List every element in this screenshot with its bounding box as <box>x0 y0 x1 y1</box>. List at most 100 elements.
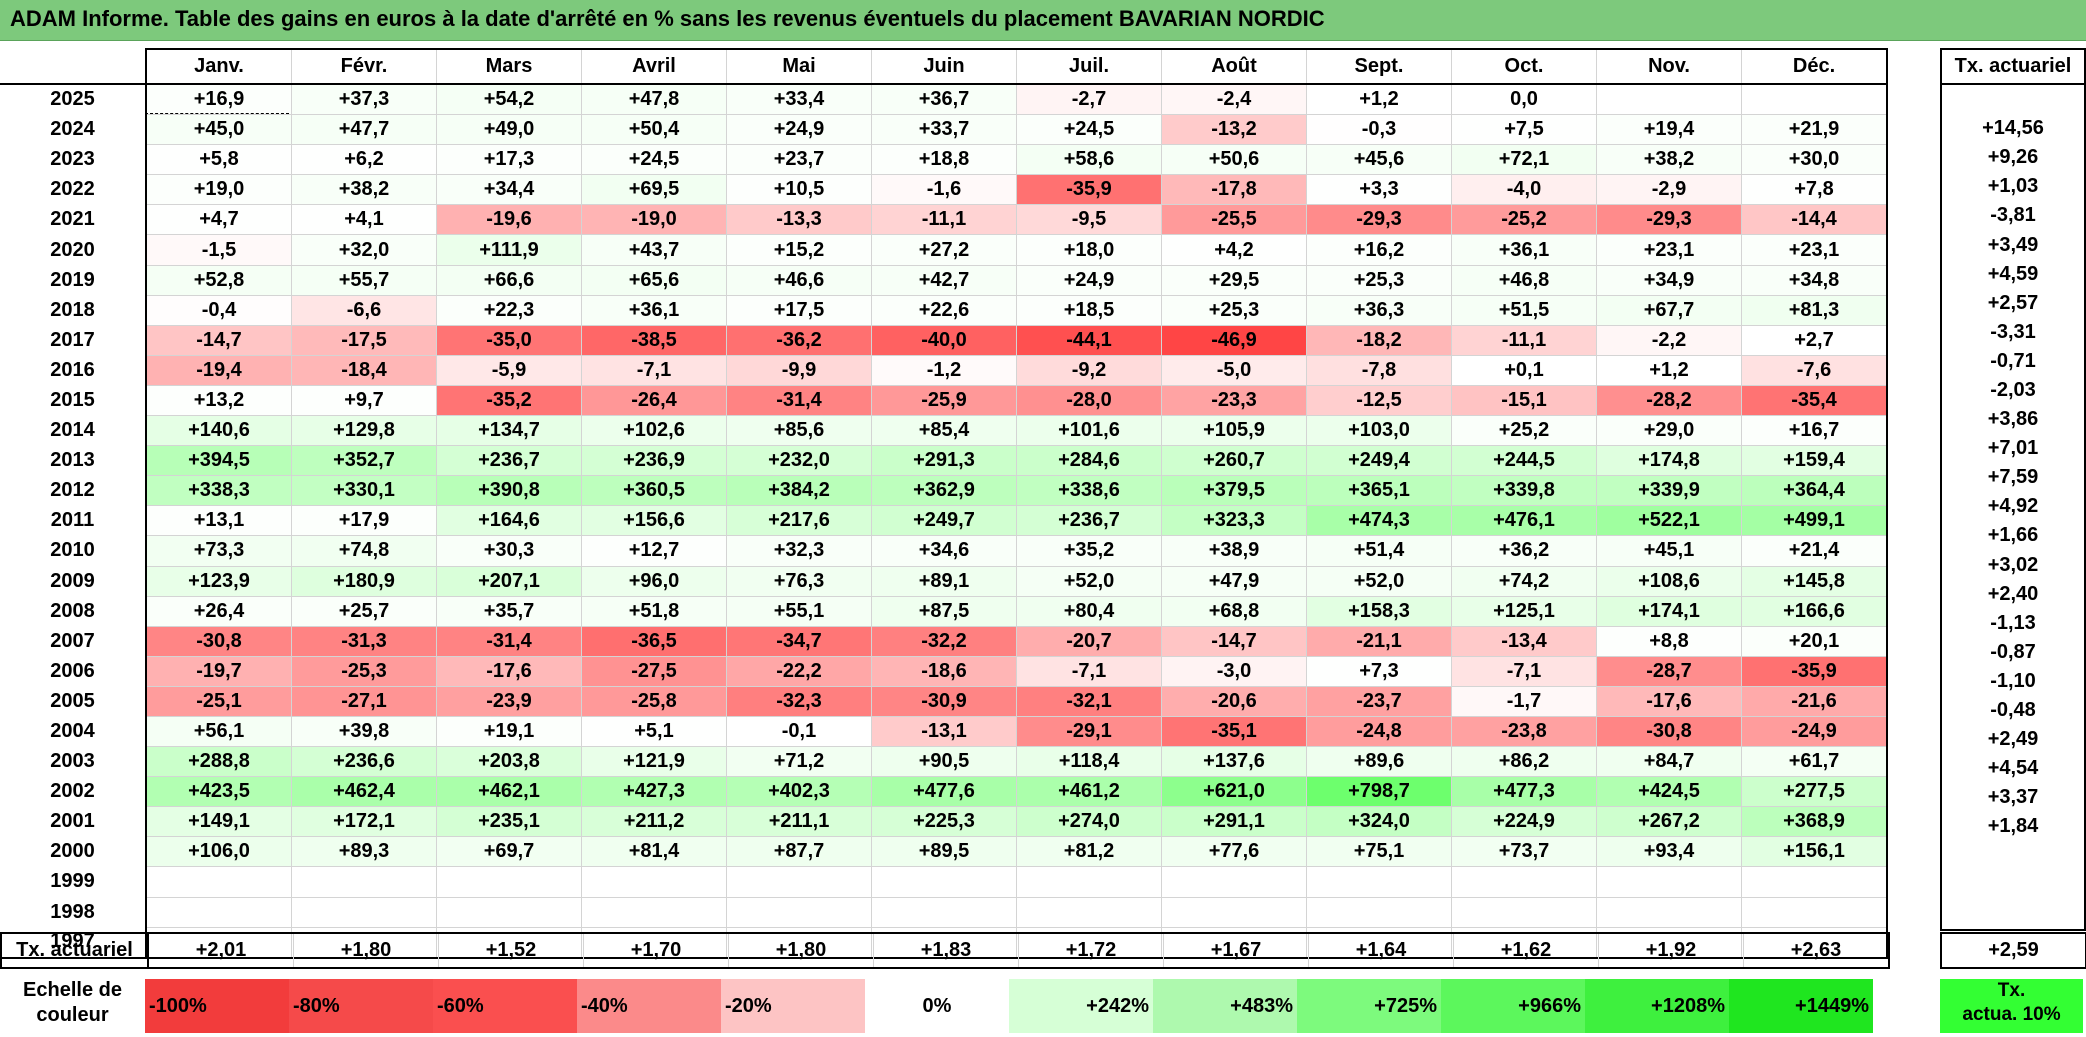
month-header: Mai <box>726 48 872 85</box>
annual-rate-cell <box>1940 841 2086 871</box>
annual-rate-cell: +3,02 <box>1940 550 2086 580</box>
gain-cell: -23,7 <box>1306 686 1452 717</box>
color-scale-swatch: -40% <box>577 979 721 1033</box>
gain-cell: -35,4 <box>1741 385 1888 417</box>
gain-cell: -6,6 <box>291 295 437 326</box>
gain-cell: +338,3 <box>146 475 292 507</box>
gain-cell: +360,5 <box>581 475 727 507</box>
gain-cell: +123,9 <box>146 566 292 597</box>
annual-rate-cell: -2,03 <box>1940 375 2086 406</box>
annual-rate-cell: +1,66 <box>1940 521 2086 551</box>
gain-cell: -7,6 <box>1741 355 1888 386</box>
year-label: 2001 <box>0 806 147 837</box>
gain-cell: +798,7 <box>1306 776 1452 808</box>
gain-cell: +7,5 <box>1451 114 1597 146</box>
gain-cell: +164,6 <box>436 505 582 537</box>
month-header: Mars <box>436 48 582 85</box>
gain-cell: +13,1 <box>146 505 292 537</box>
gain-cell: -26,4 <box>581 385 727 417</box>
gain-cell: +15,2 <box>726 234 872 266</box>
gain-cell: +260,7 <box>1161 445 1307 477</box>
year-label: 2007 <box>0 626 147 657</box>
year-label: 1999 <box>0 866 147 898</box>
gain-cell: +55,7 <box>291 265 437 296</box>
color-scale-swatch: +725% <box>1297 979 1441 1033</box>
gain-cell: +19,4 <box>1596 114 1742 146</box>
annual-rate-cell: -3,81 <box>1940 201 2086 231</box>
gain-cell: +21,4 <box>1741 535 1888 567</box>
gain-cell: +12,7 <box>581 535 727 567</box>
gain-cell: +42,7 <box>871 265 1017 296</box>
month-header: Juil. <box>1016 48 1162 85</box>
gain-cell: +7,8 <box>1741 174 1888 206</box>
monthly-rate-cell: +1,67 <box>1163 932 1309 969</box>
gain-cell: +35,2 <box>1016 535 1162 567</box>
gain-cell <box>1016 866 1162 898</box>
gain-cell: -13,3 <box>726 204 872 236</box>
gain-cell: -18,4 <box>291 355 437 386</box>
gain-cell: +424,5 <box>1596 776 1742 808</box>
gain-cell: -1,5 <box>146 234 292 266</box>
gain-cell: +621,0 <box>1161 776 1307 808</box>
gain-cell: -35,0 <box>436 325 582 356</box>
color-scale-swatch: +242% <box>1009 979 1153 1033</box>
gain-cell: -35,9 <box>1016 174 1162 206</box>
gain-cell: +56,1 <box>146 716 292 748</box>
gain-cell: +33,7 <box>871 114 1017 146</box>
gain-cell: +36,1 <box>581 295 727 326</box>
year-label: 2012 <box>0 475 147 506</box>
gain-cell: +32,3 <box>726 535 872 567</box>
gain-cell: +96,0 <box>581 566 727 597</box>
gain-cell: +55,1 <box>726 596 872 627</box>
gain-cell: -7,1 <box>581 355 727 386</box>
gain-cell <box>146 866 292 898</box>
year-label: 2005 <box>0 686 147 717</box>
gain-cell: +89,1 <box>871 566 1017 597</box>
year-label: 2020 <box>0 234 147 266</box>
gain-cell: +476,1 <box>1451 505 1597 537</box>
gain-cell <box>581 866 727 898</box>
gain-cell: +461,2 <box>1016 776 1162 808</box>
gain-cell: -15,1 <box>1451 385 1597 417</box>
annual-rate-cell: -0,71 <box>1940 346 2086 376</box>
gain-cell: +52,8 <box>146 265 292 296</box>
annual-rate-cell: -3,31 <box>1940 317 2086 347</box>
color-scale: -100% -80% -60% -40% -20% 0% +242% +483% +725% +9… <box>145 979 1873 1033</box>
gain-cell: +50,6 <box>1161 144 1307 176</box>
gain-cell: +30,3 <box>436 535 582 567</box>
gain-cell: -25,5 <box>1161 204 1307 236</box>
gain-cell: -13,2 <box>1161 114 1307 146</box>
gain-cell: -2,9 <box>1596 174 1742 206</box>
gain-cell: +225,3 <box>871 806 1017 838</box>
gain-cell: +23,1 <box>1596 234 1742 266</box>
gain-cell: +352,7 <box>291 445 437 477</box>
gain-cell: -5,9 <box>436 355 582 386</box>
gain-cell: +35,7 <box>436 596 582 627</box>
color-scale-swatch: +483% <box>1153 979 1297 1033</box>
gain-cell: -11,1 <box>1451 325 1597 356</box>
gain-cell: -13,4 <box>1451 626 1597 657</box>
gain-cell: +36,7 <box>871 84 1017 116</box>
gain-cell: -30,9 <box>871 686 1017 717</box>
gain-cell: +236,7 <box>1016 505 1162 537</box>
gain-cell: +137,6 <box>1161 746 1307 778</box>
gain-cell: +24,5 <box>581 144 727 176</box>
gain-cell: +66,6 <box>436 265 582 296</box>
gain-cell: +474,3 <box>1306 505 1452 537</box>
gain-cell: +89,5 <box>871 836 1017 868</box>
gain-cell: +49,0 <box>436 114 582 146</box>
gain-cell: +89,3 <box>291 836 437 868</box>
gain-cell: -31,4 <box>726 385 872 417</box>
monthly-rate-cell: +1,52 <box>438 932 584 969</box>
gain-cell: +125,1 <box>1451 596 1597 627</box>
annual-rate-cell: +3,86 <box>1940 405 2086 435</box>
month-header: Oct. <box>1451 48 1597 85</box>
gain-cell: +402,3 <box>726 776 872 808</box>
gain-cell: -27,1 <box>291 686 437 717</box>
color-scale-swatch: 0% <box>865 979 1009 1033</box>
gain-cell: -7,1 <box>1451 656 1597 687</box>
gain-cell: -1,2 <box>871 355 1017 386</box>
gain-cell: -7,8 <box>1306 355 1452 386</box>
gain-cell: +85,4 <box>871 415 1017 447</box>
gain-cell: -19,7 <box>146 656 292 687</box>
